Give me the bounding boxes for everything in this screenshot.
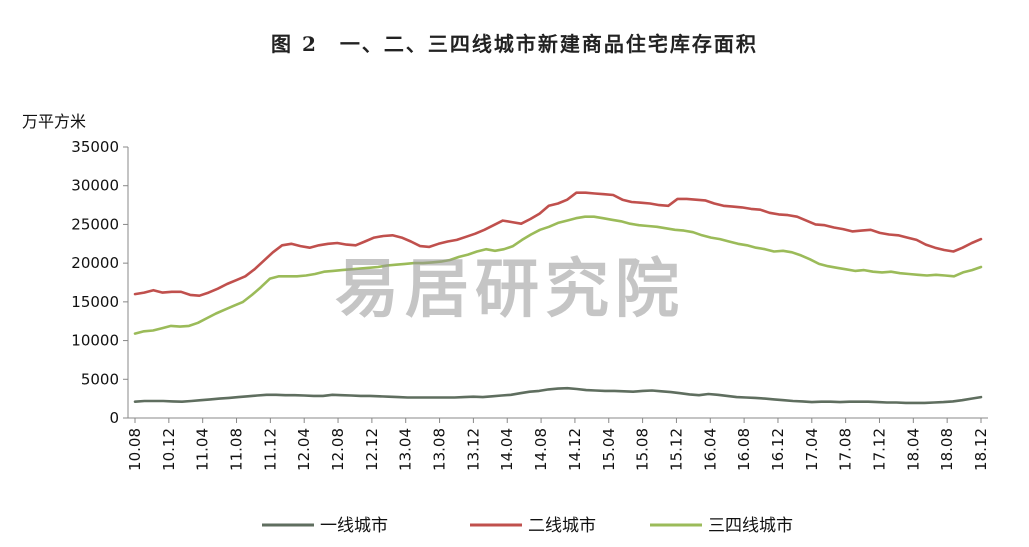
- x-tick-label: 11.08: [228, 428, 246, 471]
- y-tick-label: 20000: [71, 254, 119, 272]
- x-tick-label: 14.12: [566, 428, 584, 471]
- x-tick-label: 10.08: [126, 428, 144, 471]
- y-axis-label: 万平方米: [22, 112, 86, 131]
- x-tick-label: 15.12: [667, 428, 685, 471]
- y-tick-label: 5000: [81, 370, 119, 388]
- x-tick-label: 13.04: [397, 428, 415, 471]
- x-tick-label: 12.04: [295, 428, 313, 471]
- x-tick-label: 14.08: [532, 428, 550, 471]
- x-tick-label: 15.04: [600, 428, 618, 471]
- x-tick-label: 11.12: [261, 428, 279, 471]
- x-tick-label: 18.08: [938, 428, 956, 471]
- x-tick-label: 16.12: [769, 428, 787, 471]
- legend-label: 一线城市: [320, 516, 388, 536]
- x-tick-label: 12.12: [363, 428, 381, 471]
- y-tick-label: 10000: [71, 332, 119, 350]
- y-tick-label: 30000: [71, 177, 119, 195]
- axes: 0 5000 10000 15000 20000 25000 30000 35000 10.08…: [71, 138, 990, 471]
- y-tick-label: 25000: [71, 215, 119, 233]
- y-tick-label: 0: [109, 409, 119, 427]
- x-tick-label: 18.04: [904, 428, 922, 471]
- x-tick-label: 11.04: [194, 428, 212, 471]
- series-line-0: [133, 386, 983, 405]
- legend-label: 二线城市: [528, 516, 596, 536]
- legend: 一线城市 二线城市 三四线城市: [262, 516, 793, 536]
- x-tick-label: 17.12: [870, 428, 888, 471]
- series-line-1: [133, 191, 983, 298]
- x-tick-label: 16.04: [701, 428, 719, 471]
- y-tick-label: 15000: [71, 293, 119, 311]
- x-tick-label: 17.08: [837, 428, 855, 471]
- x-tick-label: 17.04: [803, 428, 821, 471]
- x-tick-label: 10.12: [160, 428, 178, 471]
- series-lines: [133, 191, 983, 405]
- x-tick-label: 16.08: [735, 428, 753, 471]
- x-tick-label: 14.04: [498, 428, 516, 471]
- x-tick-label: 15.08: [634, 428, 652, 471]
- watermark: 易居研究院: [335, 252, 685, 327]
- x-tick-label: 18.12: [972, 428, 990, 471]
- legend-label: 三四线城市: [708, 516, 793, 536]
- y-tick-label: 35000: [71, 138, 119, 156]
- chart-title: 图 2 一、二、三四线城市新建商品住宅库存面积: [271, 32, 758, 56]
- x-tick-label: 13.08: [431, 428, 449, 471]
- x-tick-label: 13.12: [464, 428, 482, 471]
- x-tick-label: 12.08: [329, 428, 347, 471]
- series-line-2: [133, 215, 983, 335]
